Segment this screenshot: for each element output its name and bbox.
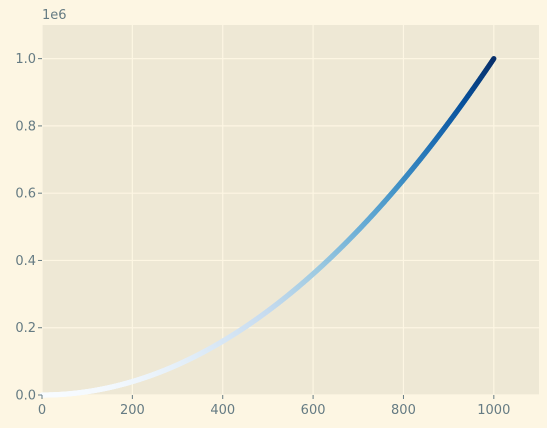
data-point [491, 56, 497, 62]
x-tick-label: 1000 [477, 403, 510, 418]
y-tick-label: 1.0 [15, 52, 36, 67]
y-tick-label: 0.2 [15, 321, 36, 336]
grid-lines [41, 25, 539, 396]
x-tick-label: 600 [301, 403, 326, 418]
x-tick-label: 800 [391, 403, 416, 418]
y-tick-label: 0.4 [15, 254, 36, 269]
y-tick-label: 0.6 [15, 187, 36, 202]
x-tick-label: 0 [38, 403, 46, 418]
y-tick-label: 0.0 [15, 389, 36, 404]
y-axis-ticks: 0.0 0.2 0.4 0.6 0.8 1.0 [15, 52, 42, 404]
x-tick-label: 400 [210, 403, 235, 418]
x-axis-ticks: 0 200 400 600 800 1000 [38, 395, 510, 418]
data-series [39, 56, 497, 398]
x-tick-label: 200 [120, 403, 145, 418]
y-tick-label: 0.8 [15, 119, 36, 134]
y-axis-offset-label: 1e6 [42, 8, 67, 23]
plot-area [42, 25, 539, 395]
